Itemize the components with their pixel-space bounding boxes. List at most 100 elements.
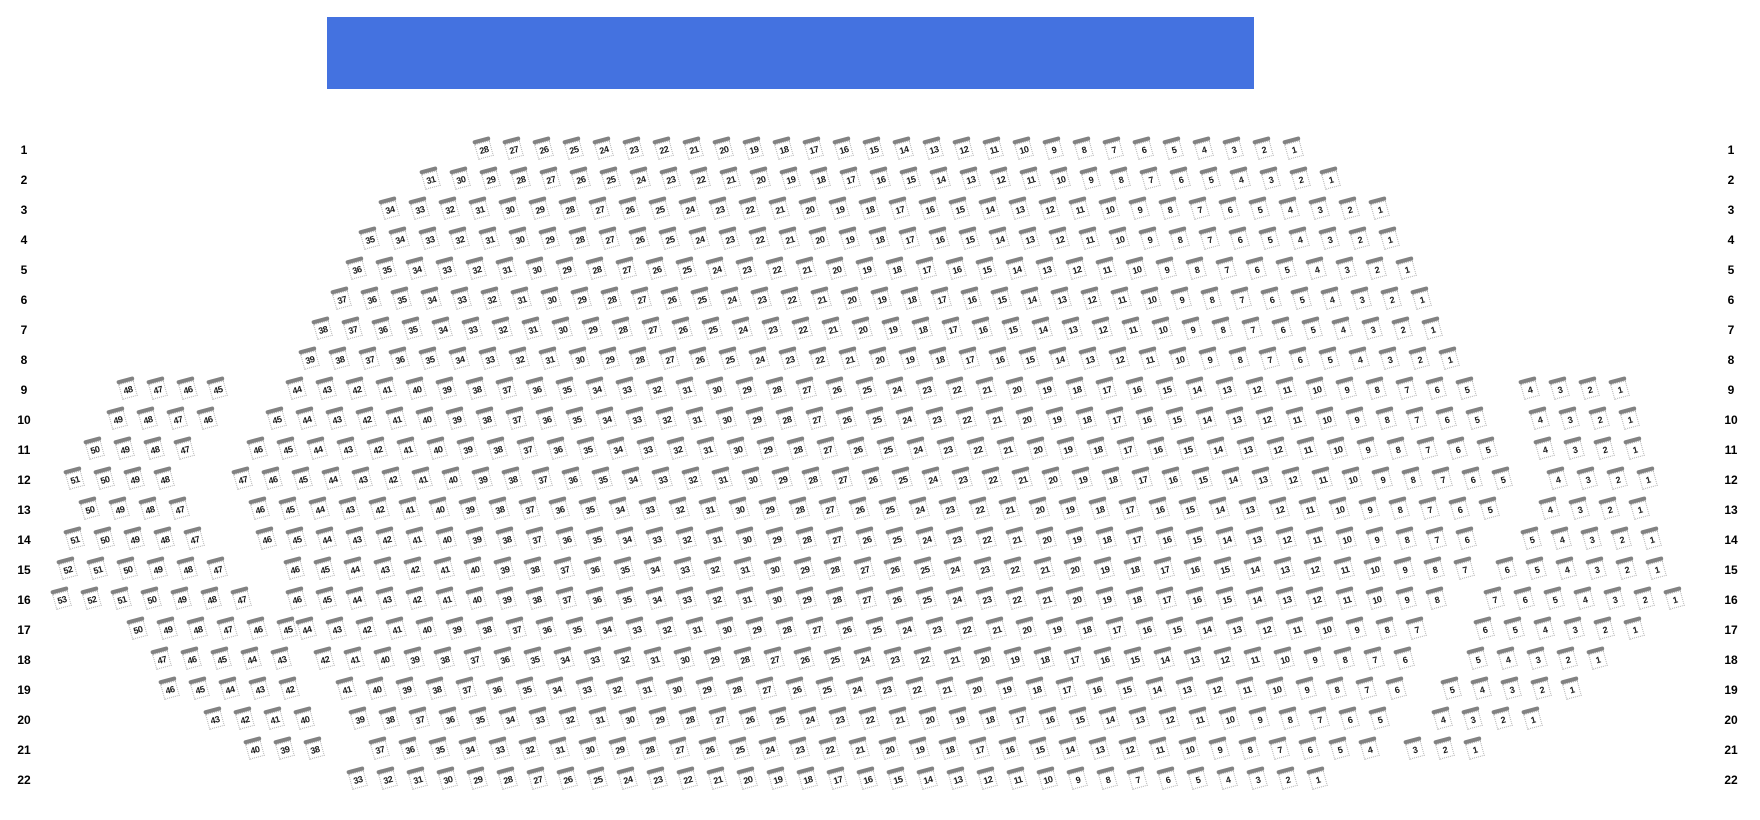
seat[interactable]: 48 bbox=[153, 466, 175, 490]
seat[interactable]: 33 bbox=[575, 676, 597, 700]
seat[interactable]: 8 bbox=[1325, 676, 1347, 700]
seat[interactable]: 22 bbox=[981, 466, 1003, 490]
seat[interactable]: 4 bbox=[1533, 616, 1555, 640]
seat[interactable]: 34 bbox=[388, 226, 410, 250]
seat[interactable]: 31 bbox=[733, 556, 755, 580]
seat[interactable]: 38 bbox=[433, 646, 455, 670]
seat[interactable]: 24 bbox=[688, 226, 710, 250]
seat[interactable]: 34 bbox=[448, 346, 470, 370]
seat[interactable]: 47 bbox=[168, 496, 190, 520]
seat[interactable]: 25 bbox=[823, 646, 845, 670]
seat[interactable]: 39 bbox=[395, 676, 417, 700]
seat[interactable]: 28 bbox=[496, 766, 518, 790]
seat[interactable]: 41 bbox=[396, 436, 418, 460]
seat[interactable]: 14 bbox=[916, 766, 938, 790]
seat[interactable]: 1 bbox=[1282, 136, 1304, 160]
seat[interactable]: 25 bbox=[855, 376, 877, 400]
seat[interactable]: 30 bbox=[568, 346, 590, 370]
seat[interactable]: 20 bbox=[851, 316, 873, 340]
seat[interactable]: 21 bbox=[682, 136, 704, 160]
seat[interactable]: 34 bbox=[378, 196, 400, 220]
seat[interactable]: 4 bbox=[1229, 166, 1251, 190]
seat[interactable]: 27 bbox=[658, 346, 680, 370]
seat[interactable]: 11 bbox=[1019, 166, 1041, 190]
seat[interactable]: 17 bbox=[1095, 376, 1117, 400]
seat[interactable]: 10 bbox=[1365, 586, 1387, 610]
seat[interactable]: 44 bbox=[308, 496, 330, 520]
seat[interactable]: 24 bbox=[895, 406, 917, 430]
seat[interactable]: 46 bbox=[246, 436, 268, 460]
seat[interactable]: 36 bbox=[585, 586, 607, 610]
seat[interactable]: 17 bbox=[1055, 676, 1077, 700]
seat[interactable]: 41 bbox=[411, 466, 433, 490]
seat[interactable]: 39 bbox=[456, 436, 478, 460]
seat[interactable]: 36 bbox=[398, 736, 420, 760]
seat[interactable]: 15 bbox=[1115, 676, 1137, 700]
seat[interactable]: 29 bbox=[756, 436, 778, 460]
seat[interactable]: 12 bbox=[1255, 406, 1277, 430]
seat[interactable]: 26 bbox=[885, 586, 907, 610]
seat[interactable]: 16 bbox=[1155, 526, 1177, 550]
seat[interactable]: 10 bbox=[1151, 316, 1173, 340]
seat[interactable]: 46 bbox=[176, 376, 198, 400]
seat[interactable]: 41 bbox=[385, 616, 407, 640]
seat[interactable]: 10 bbox=[1273, 646, 1295, 670]
seat[interactable]: 39 bbox=[445, 406, 467, 430]
seat[interactable]: 8 bbox=[1072, 136, 1094, 160]
seat[interactable]: 19 bbox=[779, 166, 801, 190]
seat[interactable]: 31 bbox=[468, 196, 490, 220]
seat[interactable]: 10 bbox=[1315, 616, 1337, 640]
seat[interactable]: 3 bbox=[1580, 526, 1602, 550]
seat[interactable]: 32 bbox=[681, 466, 703, 490]
seat[interactable]: 44 bbox=[295, 616, 317, 640]
seat[interactable]: 48 bbox=[176, 556, 198, 580]
seat[interactable]: 37 bbox=[495, 376, 517, 400]
seat[interactable]: 46 bbox=[246, 616, 268, 640]
seat[interactable]: 11 bbox=[1078, 226, 1100, 250]
seat[interactable]: 3 bbox=[1585, 556, 1607, 580]
seat[interactable]: 2 bbox=[1593, 436, 1615, 460]
seat[interactable]: 24 bbox=[731, 316, 753, 340]
seat[interactable]: 11 bbox=[1296, 436, 1318, 460]
seat[interactable]: 3 bbox=[1378, 346, 1400, 370]
seat[interactable]: 22 bbox=[808, 346, 830, 370]
seat[interactable]: 2 bbox=[1365, 256, 1387, 280]
seat[interactable]: 12 bbox=[1048, 226, 1070, 250]
seat[interactable]: 4 bbox=[1331, 316, 1353, 340]
seat[interactable]: 27 bbox=[805, 616, 827, 640]
seat[interactable]: 14 bbox=[1185, 376, 1207, 400]
seat[interactable]: 4 bbox=[1518, 376, 1540, 400]
seat[interactable]: 50 bbox=[116, 556, 138, 580]
seat[interactable]: 7 bbox=[1483, 586, 1505, 610]
seat[interactable]: 22 bbox=[945, 376, 967, 400]
seat[interactable]: 18 bbox=[1088, 496, 1110, 520]
seat[interactable]: 22 bbox=[652, 136, 674, 160]
seat[interactable]: 41 bbox=[375, 376, 397, 400]
seat[interactable]: 25 bbox=[690, 286, 712, 310]
seat[interactable]: 12 bbox=[1038, 196, 1060, 220]
seat[interactable]: 35 bbox=[578, 496, 600, 520]
seat[interactable]: 11 bbox=[1148, 736, 1170, 760]
seat[interactable]: 15 bbox=[1176, 436, 1198, 460]
seat[interactable]: 50 bbox=[78, 496, 100, 520]
seat[interactable]: 21 bbox=[778, 226, 800, 250]
seat[interactable]: 45 bbox=[285, 526, 307, 550]
seat[interactable]: 30 bbox=[741, 466, 763, 490]
seat[interactable]: 31 bbox=[696, 436, 718, 460]
seat[interactable]: 29 bbox=[758, 496, 780, 520]
seat[interactable]: 19 bbox=[898, 346, 920, 370]
seat[interactable]: 32 bbox=[508, 346, 530, 370]
seat[interactable]: 35 bbox=[428, 736, 450, 760]
seat[interactable]: 13 bbox=[1088, 736, 1110, 760]
seat[interactable]: 35 bbox=[468, 706, 490, 730]
seat[interactable]: 10 bbox=[1326, 436, 1348, 460]
seat[interactable]: 32 bbox=[675, 526, 697, 550]
seat[interactable]: 14 bbox=[988, 226, 1010, 250]
seat[interactable]: 28 bbox=[775, 406, 797, 430]
seat[interactable]: 26 bbox=[846, 436, 868, 460]
seat[interactable]: 24 bbox=[908, 496, 930, 520]
seat[interactable]: 26 bbox=[738, 706, 760, 730]
seat[interactable]: 1 bbox=[1645, 556, 1667, 580]
seat[interactable]: 10 bbox=[1012, 136, 1034, 160]
seat[interactable]: 18 bbox=[928, 346, 950, 370]
